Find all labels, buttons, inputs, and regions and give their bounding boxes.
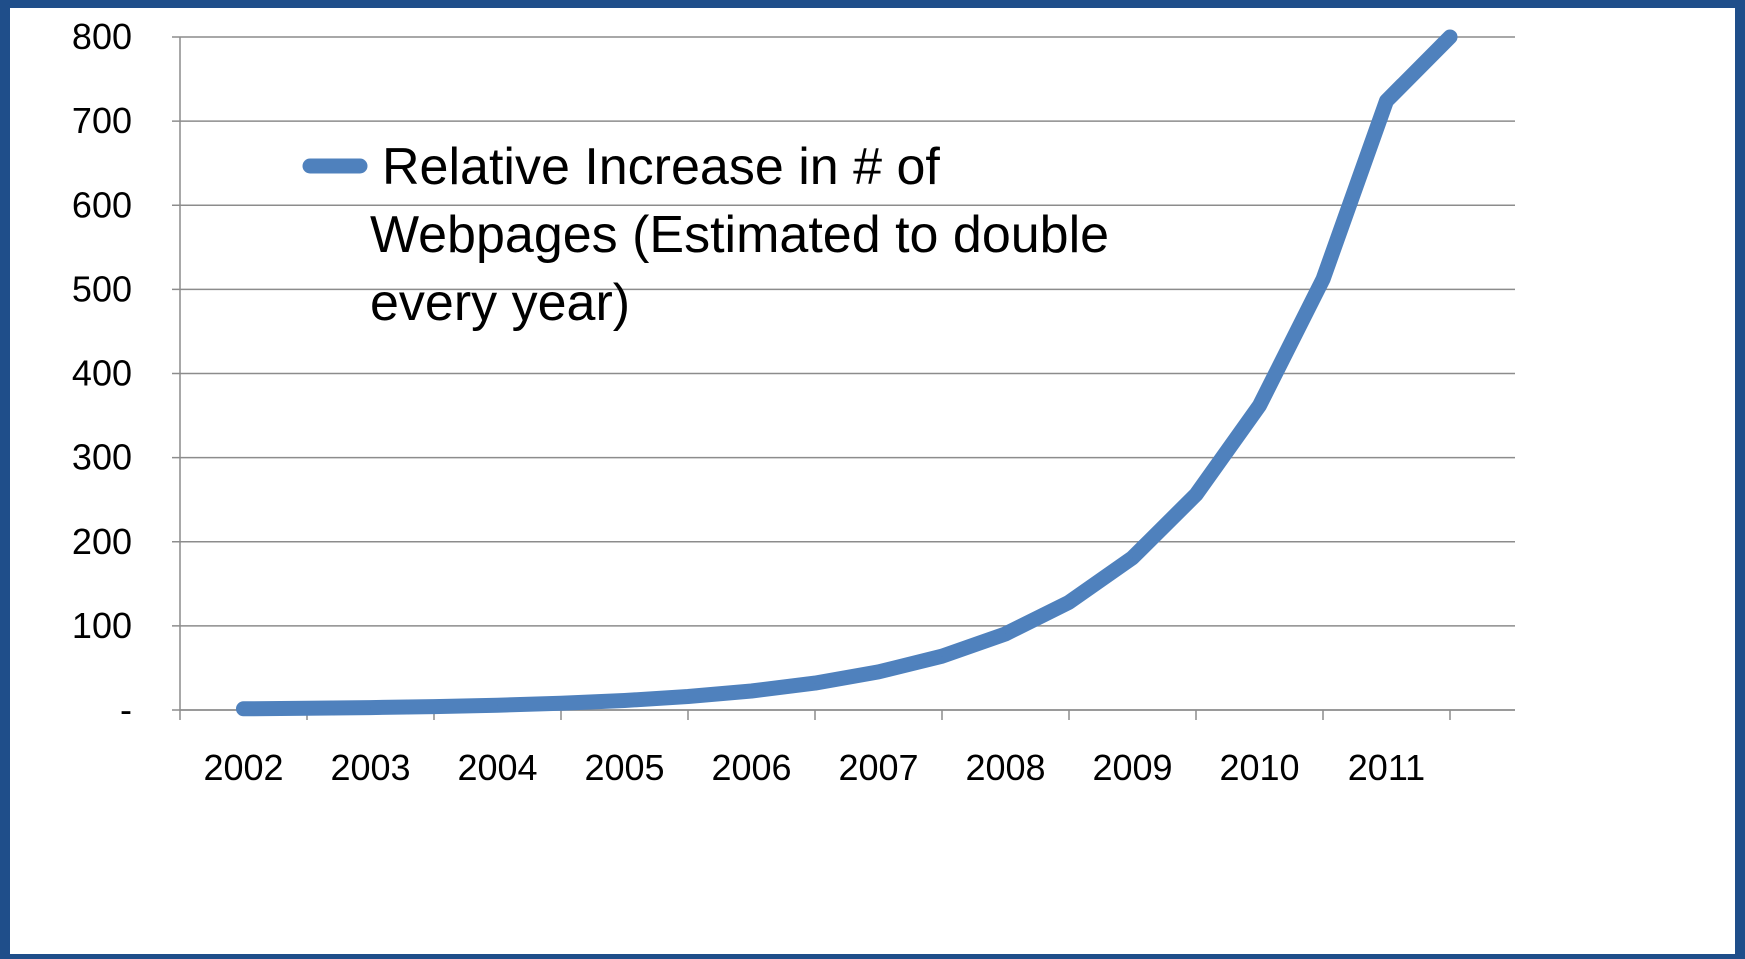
x-axis: 2002 2003 2004 2005 2006 2007 2008 2009 2010 2011 bbox=[179, 709, 1515, 788]
data-point bbox=[687, 696, 689, 698]
data-point bbox=[497, 704, 498, 706]
data-point bbox=[433, 706, 435, 708]
data-point bbox=[1386, 100, 1387, 102]
y-tick-label: 100 bbox=[72, 605, 132, 646]
series-line-0 bbox=[236, 29, 1458, 717]
y-tick-label: 400 bbox=[72, 353, 132, 394]
y-tick-label: 600 bbox=[72, 184, 132, 225]
data-point bbox=[1195, 494, 1197, 496]
series-lines bbox=[236, 29, 1458, 717]
grid-lines bbox=[180, 36, 1515, 711]
data-point bbox=[1449, 36, 1451, 38]
data-point bbox=[941, 655, 943, 657]
legend-label-line: every year) bbox=[370, 274, 630, 332]
legend-label-line: Webpages (Estimated to double bbox=[370, 206, 1109, 264]
x-tick-label: 2010 bbox=[1219, 747, 1299, 788]
y-tick-label: 200 bbox=[72, 521, 132, 562]
data-point bbox=[560, 702, 562, 704]
data-point bbox=[751, 690, 752, 692]
data-point bbox=[370, 707, 371, 709]
y-tick-label: 300 bbox=[72, 437, 132, 478]
chart-frame: -100 200 300 400 500 600 700 800 2002 2003 2004 20… bbox=[10, 8, 1735, 954]
legend-label-line: Relative Increase in # of bbox=[382, 138, 940, 196]
data-point bbox=[624, 699, 625, 701]
x-tick-label: 2003 bbox=[330, 747, 410, 788]
x-tick-label: 2005 bbox=[584, 747, 664, 788]
x-tick-label: 2002 bbox=[203, 747, 283, 788]
y-tick-label: - bbox=[120, 689, 132, 730]
data-point bbox=[1005, 633, 1006, 635]
legend-label: Relative Increase in # of Webpages (Estim… bbox=[370, 138, 1109, 332]
data-point bbox=[1322, 278, 1324, 280]
y-tick-label: 500 bbox=[72, 268, 132, 309]
data-point bbox=[878, 671, 879, 673]
x-tick-label: 2011 bbox=[1348, 747, 1425, 788]
x-tick-label: 2008 bbox=[965, 747, 1045, 788]
data-point bbox=[306, 707, 308, 709]
y-axis-ticks: - 100 200 300 400 500 600 700 800 bbox=[72, 16, 181, 730]
data-point bbox=[1068, 601, 1070, 603]
x-tick-label: 2007 bbox=[838, 747, 918, 788]
y-tick-label: 800 bbox=[72, 16, 132, 57]
data-point bbox=[1259, 404, 1260, 406]
y-tick-label: 700 bbox=[72, 100, 132, 141]
data-point bbox=[1132, 557, 1133, 559]
legend: Relative Increase in # of Webpages (Estim… bbox=[302, 138, 1109, 332]
data-point bbox=[243, 708, 244, 710]
x-tick-label: 2004 bbox=[457, 747, 537, 788]
x-tick-label: 2006 bbox=[711, 747, 791, 788]
data-point bbox=[814, 682, 816, 684]
x-tick-label: 2009 bbox=[1092, 747, 1172, 788]
